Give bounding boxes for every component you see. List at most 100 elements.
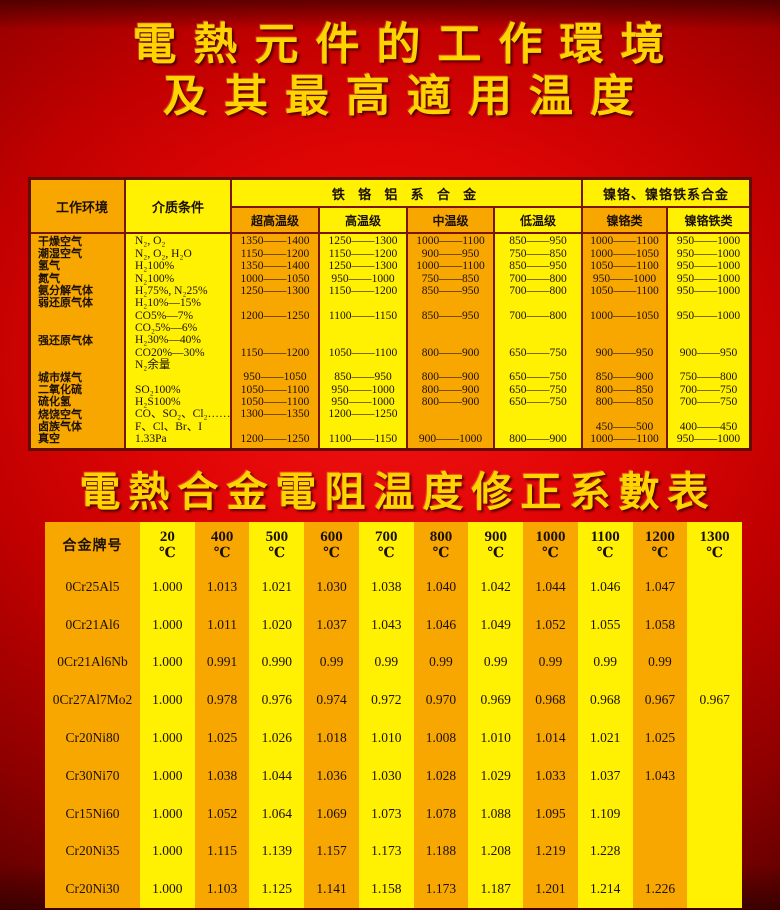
coefficient-cell: 1.073 [358,794,414,833]
table1-cell: CO5%—7% [135,309,194,322]
table1-cell: 900——950 [595,346,654,359]
temp-unit: ℃ [651,545,669,561]
table1-cell: 1000——1050 [590,247,659,260]
coefficient-cell: 0.976 [249,681,305,720]
table1-cell: 850——950 [509,260,567,273]
coefficient-cell: 1.000 [140,756,195,795]
table1-cell: 烧饶空气 [38,408,82,421]
table1-cell: N₂, O₂ [135,235,166,248]
table1-cell: 900——1000 [418,433,483,446]
table1-cell: 1250——1300 [328,260,398,273]
coefficient-cell: 1.214 [577,870,633,908]
alloy-label: 0Cr25Al5 [45,568,140,606]
table1-cell: SO₂100% [135,383,181,396]
sub-header-1: 高温级 [320,208,406,232]
coefficient-cell: 1.219 [523,832,578,871]
table1-cell: 950——1000 [676,235,741,248]
coefficient-cell: 1.201 [523,870,578,908]
table1-cell [495,335,581,347]
table1-cell [232,360,318,372]
table1-cell: 干燥空气 [38,235,82,248]
coefficient-cell: 1.000 [140,681,195,720]
temp-value: 1200 [644,529,675,546]
table1-cell: 650——750 [509,371,567,384]
table1-cell [126,372,230,384]
temp-value: 900 [484,529,507,546]
coefficient-cell [687,568,742,606]
table1-cell: H₂100% [135,260,175,273]
header-medium-conditions: 介质条件 [126,180,230,232]
coefficient-cell: 1.173 [358,832,414,871]
table1-cell: 1000——1050 [240,272,310,285]
table1-cell: 1050——1100 [590,284,659,297]
coefficient-cell: 0.99 [358,643,414,682]
temp-header-900: 900 ℃ [468,522,524,568]
coefficient-cell: 1.008 [413,719,469,757]
table1-cell [668,335,749,347]
table1-cell: 1000——1100 [590,433,659,446]
table1-cell: 1.33Pa [135,433,167,446]
table1-cell: 950——1000 [676,284,741,297]
coefficient-cell: 1.208 [468,832,524,871]
coefficient-cell: 0.968 [523,681,578,720]
coefficient-cell: 1.043 [358,605,414,644]
temp-value: 1100 [590,529,620,546]
table1-cell: CO₂5%—6% [135,321,198,334]
coefficient-cell: 1.052 [194,794,250,833]
table1-cell: 1300——1350 [240,408,310,421]
table1-cell: 1050——1100 [328,346,398,359]
coefficient-cell: 0.991 [194,643,250,682]
table1-cell [495,421,581,433]
coefficient-cell: 1.036 [304,756,359,795]
coefficient-cell: 1.011 [194,605,250,644]
table1-cell: 700——750 [679,396,738,409]
table1-cell: 950——1050 [243,371,307,384]
table1-cell: 900——950 [421,247,480,260]
table1-cell: CO20%—30% [135,346,205,359]
coefficient-cell: 1.109 [577,794,633,833]
table1-cell [31,347,124,359]
sub-header-2: 中温级 [408,208,493,232]
main-title-line2: 及其最高適用温度 [163,72,651,121]
coefficient-cell: 1.029 [468,756,524,795]
table1-cell [320,323,406,335]
table1-cell: 1050——1100 [240,383,310,396]
temp-value: 1300 [699,529,730,546]
temp-value: 700 [375,529,398,546]
temp-header-1200: 1200 ℃ [632,522,688,568]
main-title-line1: 電熱元件的工作環境 [132,20,682,69]
table1-cell: 氨分解气体 [38,285,93,298]
table1-cell: 800——900 [421,383,480,396]
table1-cell: 700——750 [679,383,738,396]
table1-cell: 950——1000 [676,433,741,446]
table1-cell [583,298,666,310]
coefficient-cell: 0.990 [249,643,305,682]
alloy-label: 0Cr21Al6Nb [45,643,140,682]
table1-cell: 1000——1100 [416,235,485,248]
coefficient-cell: 1.010 [468,719,524,757]
table1-cell [408,323,493,335]
alloy-label: Cr30Ni70 [45,756,140,795]
coefficient-cell: 1.139 [249,832,305,871]
coefficient-cell: 1.018 [304,719,359,757]
temp-value: 600 [320,529,343,546]
coefficient-cell: 1.158 [358,870,414,908]
table1-cell [495,323,581,335]
table1-cell [583,335,666,347]
table1-cell [232,298,318,310]
coefficient-cell: 1.025 [632,719,688,757]
coefficient-cell: 1.078 [413,794,469,833]
header-working-env: 工作环境 [31,180,124,232]
table1-cell: N₂100% [135,272,175,285]
coefficient-cell: 0.99 [413,643,469,682]
temp-value: 500 [265,529,289,546]
table1-cell: 700——800 [509,309,567,322]
table1-cell: 800——900 [421,396,480,409]
table1-cell: 1150——1200 [328,247,398,260]
corner-header-alloy-grade: 合金牌号 [45,522,140,568]
coefficient-cell: 1.028 [413,756,469,795]
coefficient-cell: 1.030 [304,568,359,606]
table1-cell: 1350——1400 [240,235,310,248]
coefficient-cell [687,643,742,682]
second-title: 電熱合金電阻温度修正系數表 [79,469,717,515]
